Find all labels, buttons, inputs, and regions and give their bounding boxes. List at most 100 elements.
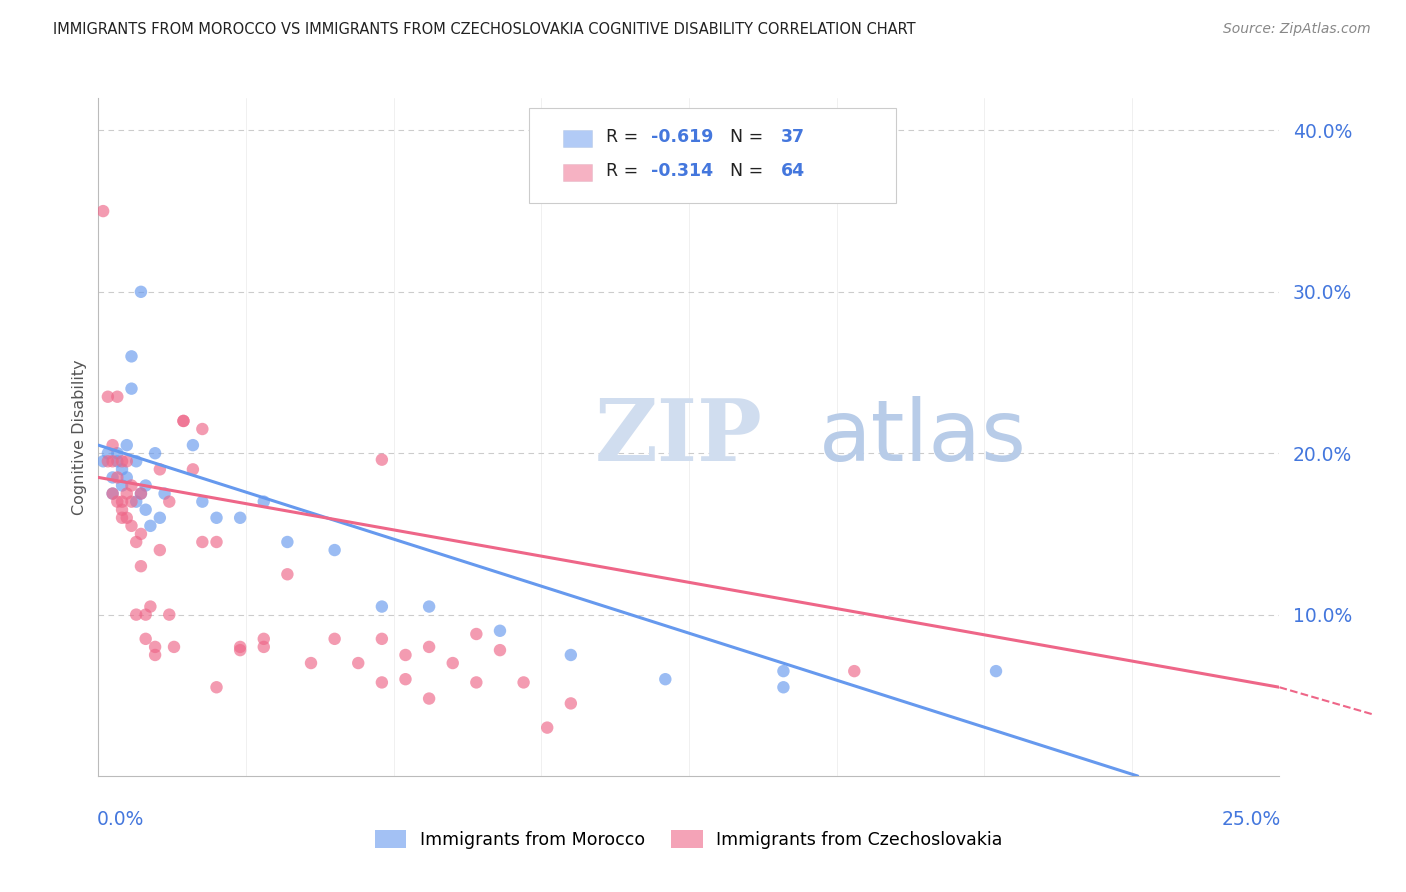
Text: N =: N =: [730, 128, 769, 146]
Point: [394, 672, 416, 686]
Legend: Immigrants from Morocco, Immigrants from Czechoslovakia: Immigrants from Morocco, Immigrants from…: [368, 822, 1010, 855]
Point: [111, 462, 134, 476]
Point: [105, 470, 128, 484]
Point: [105, 446, 128, 460]
Point: [129, 559, 152, 574]
Point: [253, 640, 276, 654]
Point: [772, 664, 794, 678]
Point: [111, 494, 134, 508]
Y-axis label: Cognitive Disability: Cognitive Disability: [72, 359, 87, 515]
Point: [129, 486, 152, 500]
Point: [121, 519, 143, 533]
Point: [512, 675, 534, 690]
Text: 64: 64: [782, 162, 806, 180]
Point: [121, 382, 143, 396]
Point: [323, 632, 346, 646]
Point: [253, 632, 276, 646]
Point: [157, 607, 180, 622]
Point: [111, 510, 134, 524]
Point: [394, 648, 416, 662]
Point: [135, 478, 157, 492]
Point: [371, 452, 394, 467]
Point: [111, 502, 134, 516]
Point: [253, 494, 276, 508]
Point: [115, 510, 138, 524]
Point: [536, 721, 558, 735]
Text: R =: R =: [606, 162, 644, 180]
Point: [205, 510, 228, 524]
Point: [91, 204, 114, 219]
Point: [125, 607, 148, 622]
Point: [143, 640, 166, 654]
Text: N =: N =: [730, 162, 769, 180]
Point: [149, 510, 172, 524]
Point: [844, 664, 866, 678]
Point: [153, 486, 176, 500]
Point: [105, 454, 128, 468]
FancyBboxPatch shape: [530, 108, 896, 203]
Point: [97, 446, 120, 460]
Text: atlas: atlas: [818, 395, 1026, 479]
Point: [149, 462, 172, 476]
Point: [371, 675, 394, 690]
Point: [465, 627, 488, 641]
Point: [441, 656, 464, 670]
Point: [181, 438, 204, 452]
Point: [115, 486, 138, 500]
Point: [772, 680, 794, 694]
Point: [191, 535, 214, 549]
Point: [125, 535, 148, 549]
Point: [489, 624, 512, 638]
Point: [115, 454, 138, 468]
Point: [347, 656, 370, 670]
Point: [418, 691, 440, 706]
Bar: [562, 130, 592, 147]
Point: [276, 567, 298, 582]
Point: [97, 390, 120, 404]
Point: [101, 486, 124, 500]
Point: [111, 478, 134, 492]
Point: [323, 543, 346, 558]
Point: [984, 664, 1007, 678]
Point: [276, 535, 298, 549]
Text: 37: 37: [782, 128, 806, 146]
Point: [111, 454, 134, 468]
Point: [229, 640, 252, 654]
Point: [181, 462, 204, 476]
Text: 0.0%: 0.0%: [97, 810, 145, 829]
Point: [129, 285, 152, 299]
Point: [139, 519, 162, 533]
Text: 25.0%: 25.0%: [1222, 810, 1281, 829]
Point: [418, 599, 440, 614]
Text: ZIP: ZIP: [595, 395, 762, 479]
Point: [139, 599, 162, 614]
Bar: [562, 164, 592, 181]
Point: [299, 656, 322, 670]
Point: [125, 454, 148, 468]
Point: [560, 697, 582, 711]
Point: [121, 478, 143, 492]
Point: [143, 648, 166, 662]
Point: [101, 470, 124, 484]
Point: [371, 632, 394, 646]
Point: [229, 643, 252, 657]
Point: [125, 494, 148, 508]
Point: [105, 390, 128, 404]
Point: [654, 672, 676, 686]
Point: [115, 470, 138, 484]
Point: [205, 535, 228, 549]
Point: [91, 454, 114, 468]
Point: [97, 454, 120, 468]
Point: [129, 486, 152, 500]
Point: [121, 350, 143, 364]
Point: [101, 438, 124, 452]
Point: [560, 648, 582, 662]
Point: [418, 640, 440, 654]
Point: [135, 502, 157, 516]
Point: [172, 414, 194, 428]
Point: [149, 543, 172, 558]
Point: [205, 680, 228, 694]
Point: [157, 494, 180, 508]
Text: Source: ZipAtlas.com: Source: ZipAtlas.com: [1223, 22, 1371, 37]
Text: -0.619: -0.619: [651, 128, 713, 146]
